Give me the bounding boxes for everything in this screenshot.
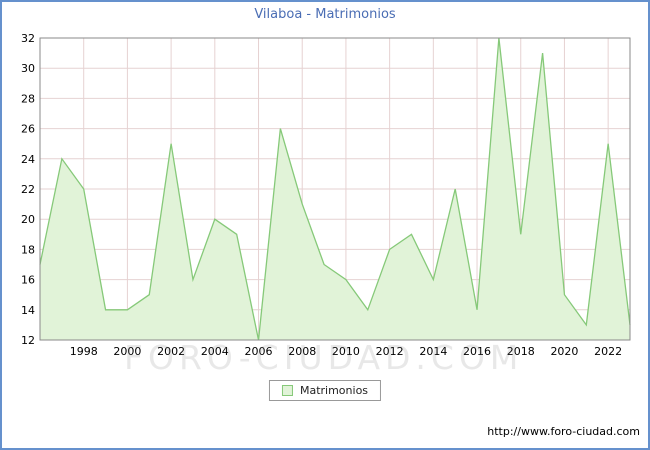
x-tick-label: 2006: [245, 345, 273, 358]
legend-label: Matrimonios: [299, 384, 369, 397]
x-tick-label: 2020: [550, 345, 578, 358]
x-tick-label: 2002: [157, 345, 185, 358]
y-tick-label: 24: [21, 153, 35, 166]
legend-swatch-icon: [281, 385, 293, 396]
y-tick-label: 30: [21, 62, 35, 75]
y-tick-label: 18: [21, 243, 35, 256]
x-tick-label: 2018: [507, 345, 535, 358]
x-tick-label: 2012: [376, 345, 404, 358]
source-url[interactable]: http://www.foro-ciudad.com: [487, 425, 640, 438]
x-tick-label: 2000: [113, 345, 141, 358]
x-tick-label: 2014: [419, 345, 447, 358]
y-tick-label: 32: [21, 32, 35, 45]
plot-border: [39, 37, 631, 341]
x-tick-label: 1998: [70, 345, 98, 358]
y-tick-label: 12: [21, 334, 35, 347]
y-tick-label: 28: [21, 92, 35, 105]
y-tick-label: 14: [21, 304, 35, 317]
y-tick-label: 20: [21, 213, 35, 226]
x-tick-label: 2008: [288, 345, 316, 358]
x-tick-label: 2022: [594, 345, 622, 358]
x-tick-label: 2010: [332, 345, 360, 358]
area-outline: [39, 37, 631, 341]
area-fill: [40, 38, 630, 340]
x-tick-label: 2016: [463, 345, 491, 358]
y-tick-label: 16: [21, 274, 35, 287]
legend: Matrimonios: [268, 380, 382, 401]
chart-title: Vilaboa - Matrimonios: [254, 7, 396, 22]
x-tick-label: 2004: [201, 345, 229, 358]
y-tick-label: 22: [21, 183, 35, 196]
y-tick-label: 26: [21, 123, 35, 136]
